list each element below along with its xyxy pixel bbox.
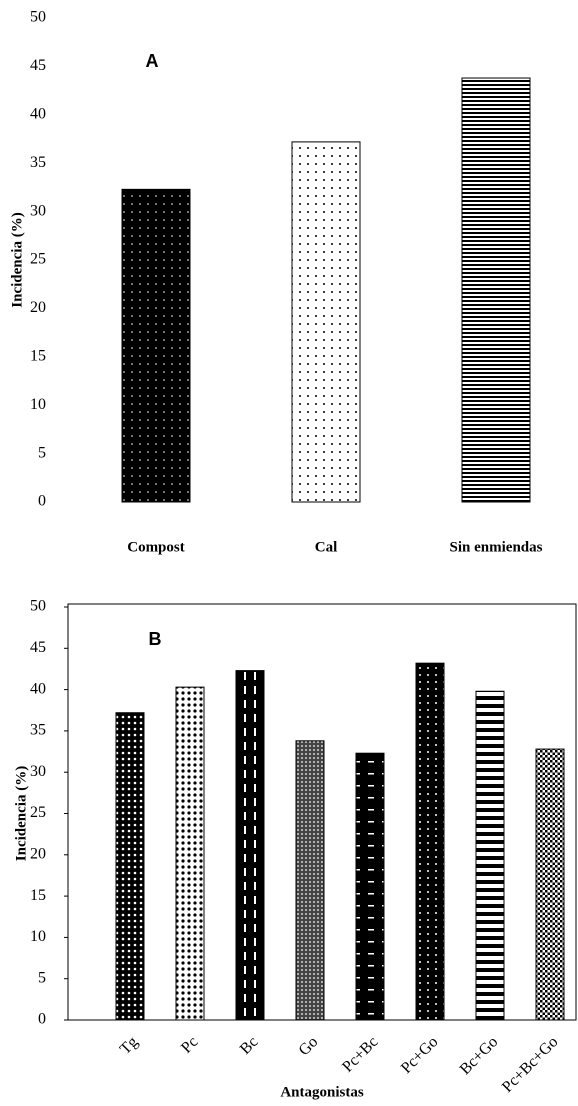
x-tick-label: Cal	[315, 539, 338, 555]
y-tick-label: 45	[30, 639, 46, 656]
x-tick-label: Sin enmiendas	[450, 539, 543, 555]
y-tick-label: 5	[38, 444, 46, 461]
y-tick-label: 30	[30, 202, 46, 219]
y-tick-label: 30	[30, 763, 46, 780]
y-tick-label: 50	[30, 9, 46, 26]
y-tick-label: 20	[30, 299, 46, 316]
bar	[115, 712, 145, 1021]
y-tick-label: 20	[30, 845, 46, 862]
y-axis-label: Incidencia (%)	[9, 212, 25, 307]
y-tick-label: 45	[30, 57, 46, 74]
y-tick-label: 15	[30, 887, 46, 904]
bar	[355, 752, 385, 1021]
y-tick-label: 35	[30, 722, 46, 739]
bar	[121, 188, 191, 503]
bar	[461, 77, 531, 503]
x-tick-label: Pc	[178, 1033, 201, 1056]
y-tick-label: 40	[30, 680, 46, 697]
y-tick-label: 40	[30, 105, 46, 122]
x-tick-label: Pc+Go	[398, 1033, 442, 1077]
x-tick-label: Bc+Go	[457, 1033, 502, 1078]
y-tick-label: 25	[30, 251, 46, 268]
y-tick-label: 25	[30, 804, 46, 821]
x-axis-label: Antagonistas	[280, 1084, 364, 1100]
x-tick-label: Tg	[117, 1033, 142, 1058]
y-tick-label: 35	[30, 154, 46, 171]
y-tick-label: 5	[38, 969, 46, 986]
y-tick-label: 10	[30, 928, 46, 945]
x-tick-label: Compost	[127, 539, 185, 555]
x-tick-label: Pc+Bc+Go	[499, 1033, 561, 1095]
y-tick-label: 10	[30, 396, 46, 413]
x-tick-label: Go	[296, 1033, 322, 1059]
bar	[535, 748, 565, 1021]
y-tick-label: 15	[30, 347, 46, 364]
y-tick-label: 50	[30, 598, 46, 615]
y-tick-label: 0	[38, 1011, 46, 1028]
bar	[415, 662, 445, 1021]
x-tick-label: Pc+Bc	[339, 1033, 381, 1075]
bar	[175, 686, 205, 1021]
bar	[295, 740, 325, 1021]
x-tick-label: Bc	[237, 1033, 262, 1058]
bar	[475, 690, 505, 1021]
bar	[235, 670, 265, 1021]
y-tick-label: 0	[38, 493, 46, 510]
y-axis-label: Incidencia (%)	[13, 766, 29, 861]
panel-label: B	[149, 629, 162, 649]
bar	[291, 141, 361, 503]
panel-label: A	[146, 51, 159, 71]
